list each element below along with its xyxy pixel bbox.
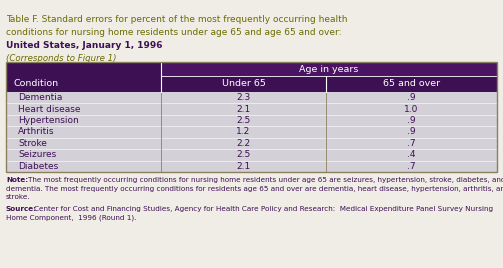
Text: .7: .7 [407,162,416,171]
Text: (Corresponds to Figure 1): (Corresponds to Figure 1) [6,54,117,63]
Text: .9: .9 [407,116,416,125]
Text: 2.1: 2.1 [236,105,250,114]
Text: 65 and over: 65 and over [383,80,440,88]
Text: Hypertension: Hypertension [18,116,79,125]
Text: Table F. Standard errors for percent of the most frequently occurring health: Table F. Standard errors for percent of … [6,15,348,24]
Bar [6,62,161,76]
Bar [6,92,497,103]
Bar [6,138,497,149]
Text: Condition: Condition [14,80,59,88]
Text: Dementia: Dementia [18,93,62,102]
Text: Arthritis: Arthritis [18,128,54,136]
Bar [6,126,497,138]
Text: .4: .4 [407,150,416,159]
Bar [6,149,497,161]
Text: Age in years: Age in years [299,65,359,73]
Text: 2.3: 2.3 [236,93,250,102]
Text: 2.2: 2.2 [236,139,250,148]
Text: Seizures: Seizures [18,150,56,159]
Text: conditions for nursing home residents under age 65 and age 65 and over:: conditions for nursing home residents un… [6,28,342,37]
Bar [6,62,497,172]
Text: Source:: Source: [6,206,37,212]
Text: 2.1: 2.1 [236,162,250,171]
Text: .9: .9 [407,93,416,102]
Text: United States, January 1, 1996: United States, January 1, 1996 [6,41,162,50]
Text: 2.5: 2.5 [236,150,250,159]
Bar [6,161,497,172]
Text: dementia. The most frequently occurring conditions for residents age 65 and over: dementia. The most frequently occurring … [6,185,503,192]
Text: .9: .9 [407,128,416,136]
Bar [6,103,497,115]
Bar [6,115,497,126]
Text: stroke.: stroke. [6,194,31,200]
Text: Under 65: Under 65 [221,80,266,88]
Text: Home Component,  1996 (Round 1).: Home Component, 1996 (Round 1). [6,214,136,221]
Text: Center for Cost and Financing Studies, Agency for Health Care Policy and Researc: Center for Cost and Financing Studies, A… [34,206,493,212]
Text: Diabetes: Diabetes [18,162,58,171]
Text: .7: .7 [407,139,416,148]
Bar [161,62,497,76]
Text: Heart disease: Heart disease [18,105,80,114]
Text: 1.2: 1.2 [236,128,250,136]
Bar [6,76,497,92]
Text: 1.0: 1.0 [404,105,418,114]
Text: The most frequently occurring conditions for nursing home residents under age 65: The most frequently occurring conditions… [28,177,503,183]
Text: Note:: Note: [6,177,28,183]
Text: Stroke: Stroke [18,139,47,148]
Text: 2.5: 2.5 [236,116,250,125]
